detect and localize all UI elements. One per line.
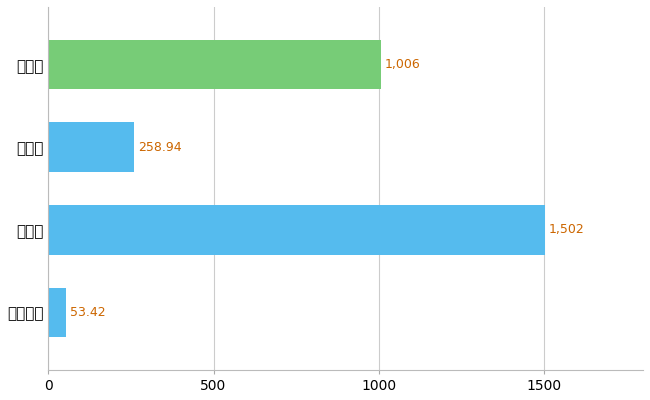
Text: 258.94: 258.94 [138, 141, 181, 154]
Bar [48, 40, 381, 90]
Bar [48, 288, 66, 337]
Text: 53.42: 53.42 [70, 306, 105, 319]
Text: 1,502: 1,502 [549, 223, 584, 236]
Text: 1,006: 1,006 [385, 58, 421, 71]
Bar [48, 205, 545, 254]
Bar [48, 122, 134, 172]
